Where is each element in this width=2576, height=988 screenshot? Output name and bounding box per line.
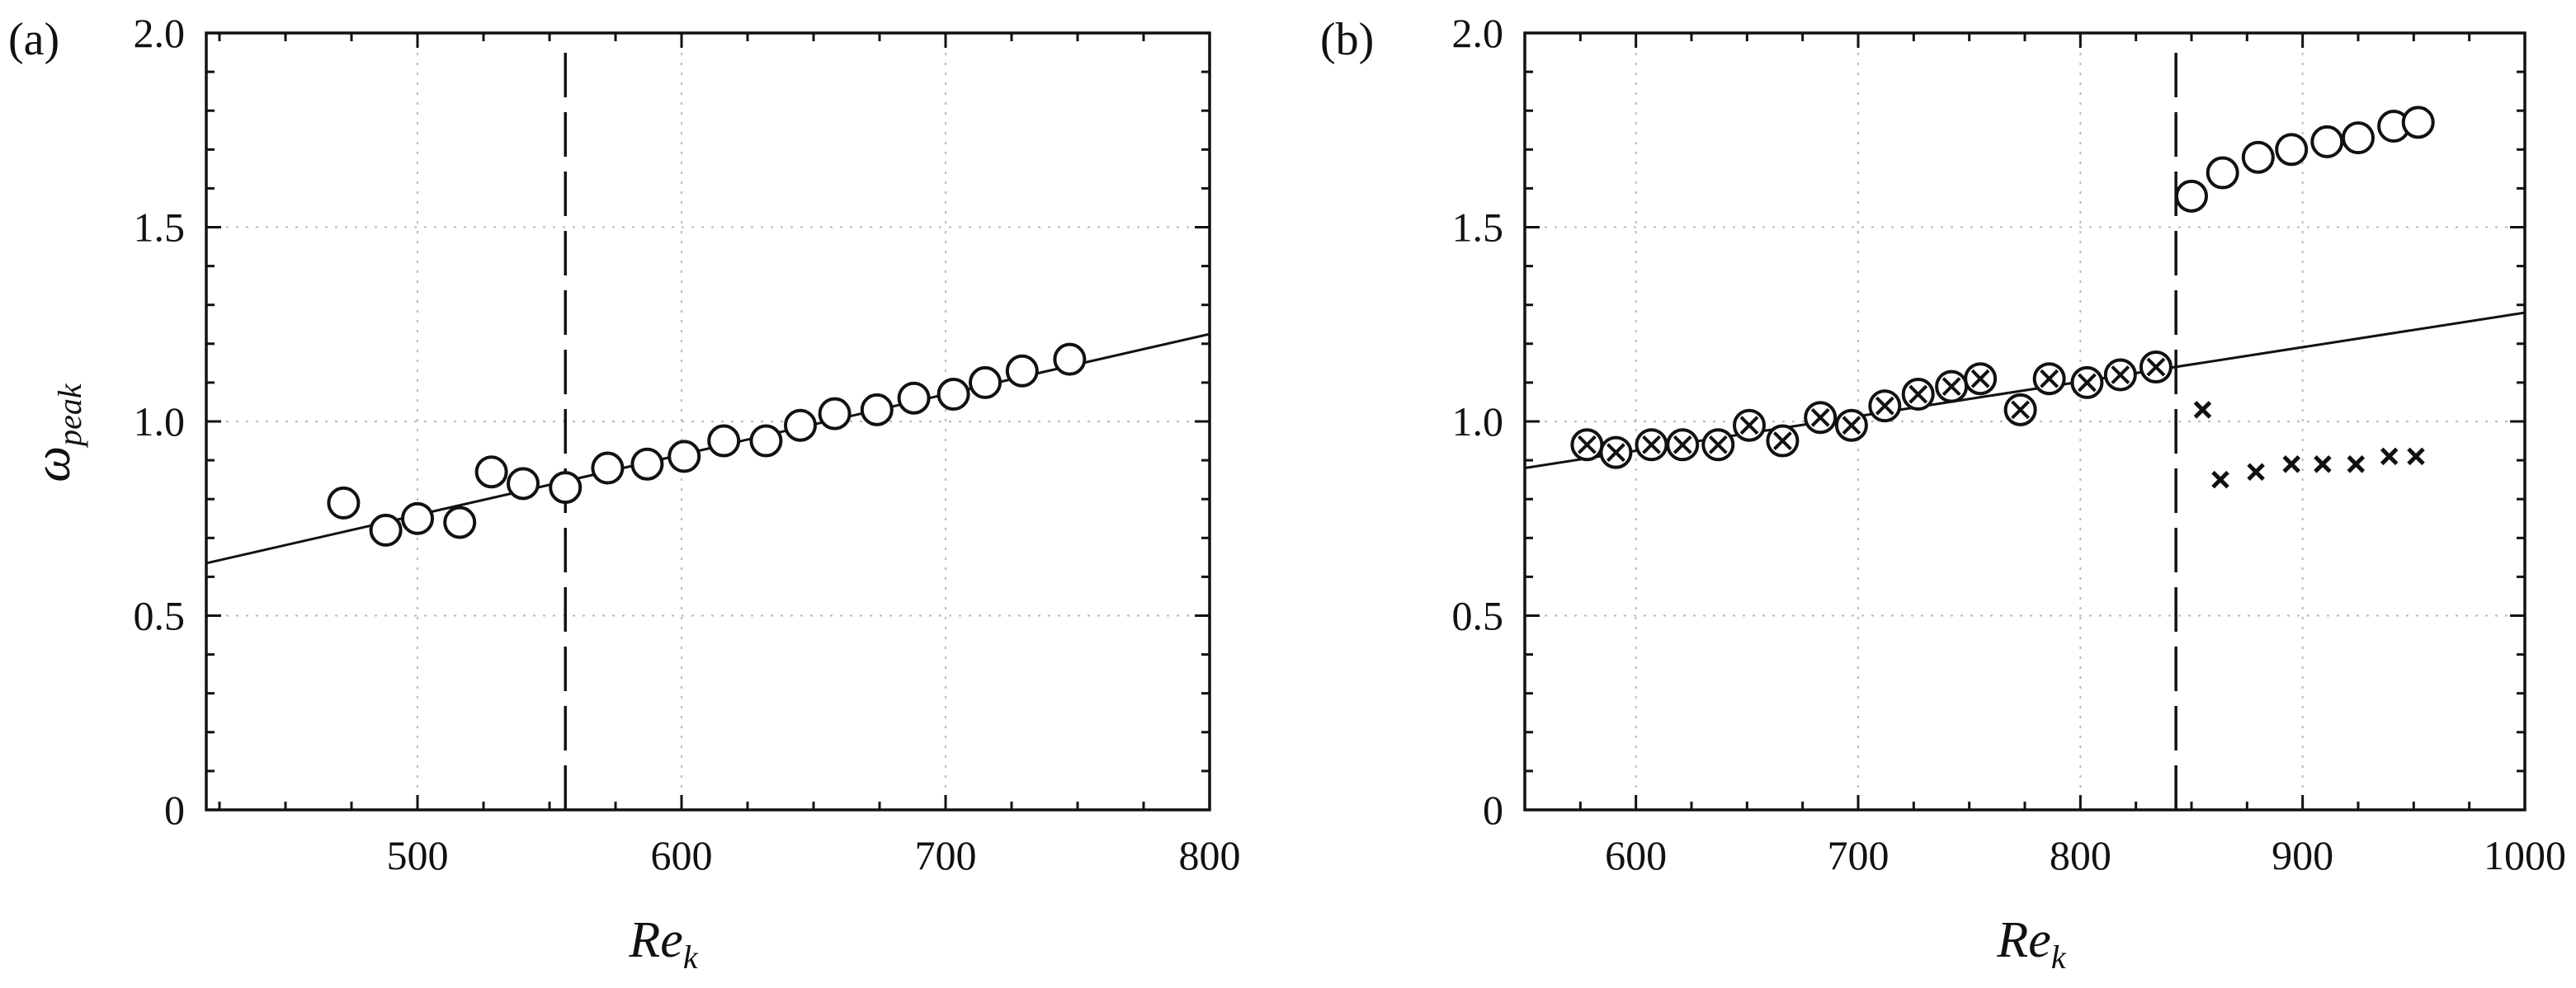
panel-label-a: (a): [8, 14, 59, 65]
point-circle: [2401, 106, 2435, 139]
y-tick-label: 0.5: [134, 593, 186, 639]
x-tick-label: 600: [651, 832, 713, 878]
plot-frame-b: [1523, 31, 2526, 812]
point-circle: [860, 393, 894, 426]
y-axis-title-a: ωpeak: [25, 383, 88, 482]
x-tick-label: 800: [2050, 832, 2111, 878]
point-cross: [2077, 373, 2097, 393]
point-cross: [2380, 447, 2399, 466]
point-cross: [2211, 470, 2229, 489]
x-tick-label: 1000: [2484, 832, 2566, 878]
y-tick-label: 1.5: [1452, 205, 1504, 251]
y-tick-label: 1.5: [134, 205, 186, 251]
point-cross: [1773, 431, 1792, 450]
point-circle: [937, 378, 970, 412]
point-circle: [507, 467, 540, 501]
point-circle: [707, 424, 741, 458]
point-circle: [401, 501, 434, 535]
y-tick-label: 0: [1483, 787, 1503, 833]
y-tick-label: 0: [164, 787, 185, 833]
x-tick-label: 700: [1828, 832, 1890, 878]
panel-a: (a) Rek ωpeak 500 600 700 800 0 0.5 1.0 1.5 2.0: [8, 10, 1241, 976]
point-cross: [1908, 384, 1928, 404]
point-circle: [474, 455, 508, 489]
point-circle: [749, 424, 783, 458]
point-cross: [2146, 357, 2166, 377]
y-tick-label: 2.0: [134, 10, 186, 56]
x-tick-label: 900: [2272, 832, 2333, 878]
plot-frame-a: [205, 31, 1211, 812]
point-cross: [1708, 435, 1728, 454]
point-cross: [2282, 455, 2300, 473]
y-tick-label: 2.0: [1452, 10, 1504, 56]
point-circle: [1005, 354, 1039, 388]
point-circle: [2275, 133, 2309, 167]
point-cross: [1642, 435, 1661, 454]
point-cross: [2347, 455, 2366, 473]
point-circle: [2241, 140, 2275, 174]
point-circle: [784, 408, 817, 442]
y-tick-label: 0.5: [1452, 593, 1504, 639]
x-tick-label: 700: [915, 832, 977, 878]
point-circle: [327, 486, 361, 520]
point-circle: [549, 471, 583, 505]
point-circle: [369, 513, 403, 547]
panel-label-b: (b): [1320, 14, 1374, 65]
y-tick-label: 1.0: [134, 398, 186, 445]
point-circle: [2310, 125, 2344, 158]
y-tick-label: 1.0: [1452, 398, 1504, 445]
point-cross: [1970, 369, 1990, 388]
point-cross: [2407, 447, 2425, 466]
x-tick-label: 600: [1605, 832, 1667, 878]
point-cross: [2193, 401, 2212, 419]
point-cross: [1941, 377, 1961, 397]
point-cross: [1606, 443, 1625, 463]
point-cross: [1739, 416, 1759, 435]
point-cross: [1875, 396, 1894, 416]
point-cross: [2111, 365, 2130, 384]
point-cross: [1673, 435, 1692, 454]
point-cross: [1810, 407, 1830, 427]
x-axis-title-b: Rek: [1996, 912, 2066, 976]
point-circle: [897, 381, 931, 415]
x-axis-title-a: Rek: [628, 912, 698, 976]
x-tick-label: 500: [387, 832, 449, 878]
point-cross: [2247, 463, 2265, 481]
panel-b: (b) Rek 600 700 800 900 1000 0 0.5 1.0 1.5 2.0: [1320, 10, 2566, 976]
point-circle: [1053, 342, 1087, 376]
point-cross: [1577, 435, 1597, 454]
point-cross: [1842, 416, 1861, 435]
point-circle: [591, 451, 625, 485]
point-circle: [630, 447, 664, 481]
point-circle: [2342, 121, 2375, 155]
point-cross: [2040, 369, 2059, 388]
point-cross: [2314, 455, 2332, 473]
x-tick-label: 800: [1179, 832, 1241, 878]
point-circle: [668, 440, 701, 473]
point-circle: [818, 397, 852, 430]
point-cross: [2011, 400, 2031, 420]
point-circle: [2175, 179, 2208, 213]
point-circle: [2206, 156, 2239, 190]
point-circle: [443, 506, 477, 539]
point-circle: [969, 365, 1002, 399]
